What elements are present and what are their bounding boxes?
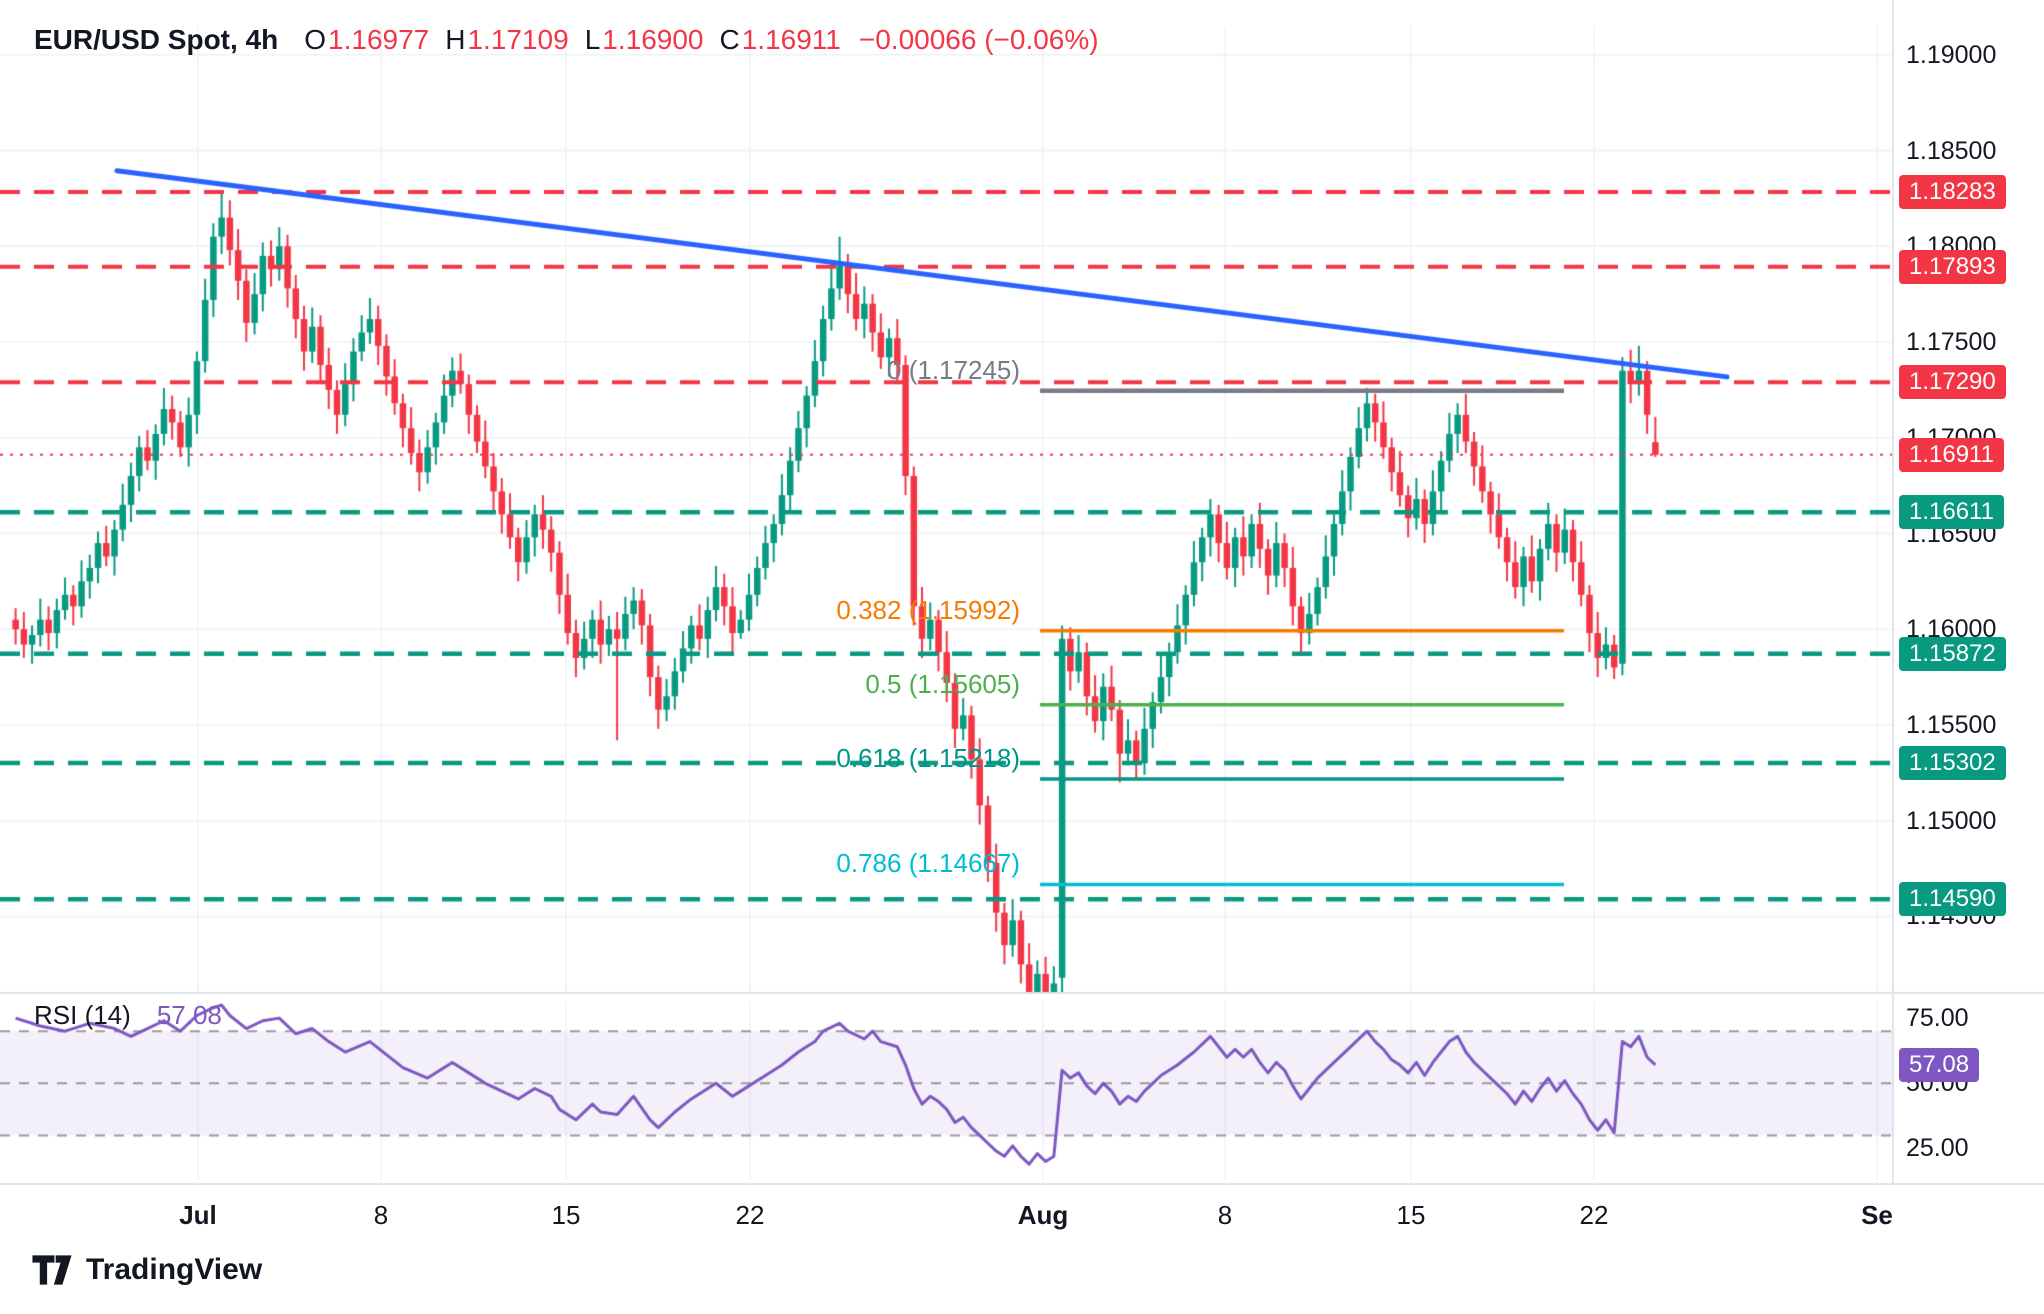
- rsi-value: 57.08: [156, 1000, 222, 1030]
- time-label: Se: [1861, 1200, 1893, 1230]
- time-label: 8: [373, 1200, 389, 1230]
- ohlc-h-label: H: [445, 24, 466, 55]
- rsi-title: RSI (14): [34, 1000, 131, 1030]
- ohlc-o-value: 1.16977: [328, 24, 430, 55]
- price-scale-axis[interactable]: 1.190001.185001.180001.175001.170001.165…: [1894, 0, 2044, 1184]
- time-label: 22: [1579, 1200, 1609, 1230]
- rsi-value-label: 57.08: [1899, 1047, 1980, 1082]
- rsi-legend[interactable]: RSI (14) 57.08: [34, 1000, 222, 1031]
- time-label: 22: [735, 1200, 765, 1230]
- tradingview-watermark[interactable]: TradingView: [30, 1250, 262, 1290]
- time-label: 15: [551, 1200, 581, 1230]
- price-level-label: 1.18283: [1899, 175, 2006, 210]
- symbol-title: EUR/USD Spot, 4h: [34, 24, 279, 55]
- rsi-tick: 75.00: [1906, 1004, 1969, 1033]
- price-level-label: 1.17893: [1899, 249, 2006, 284]
- price-level-label: 1.14590: [1899, 882, 2006, 917]
- price-tick: 1.19000: [1906, 40, 1997, 69]
- price-tick: 1.15000: [1906, 806, 1997, 835]
- ohlc-l-label: L: [584, 24, 601, 55]
- time-label: Jul: [179, 1200, 217, 1230]
- time-label: 8: [1217, 1200, 1233, 1230]
- current-price-label: 1.16911: [1899, 437, 2004, 472]
- rsi-tick: 25.00: [1906, 1134, 1969, 1163]
- ohlc-c-label: C: [719, 24, 740, 55]
- price-tick: 1.15500: [1906, 710, 1997, 739]
- time-label: Aug: [1017, 1200, 1069, 1230]
- price-change: −0.00066 (−0.06%): [858, 24, 1099, 55]
- tradingview-logo-icon: [32, 1255, 72, 1285]
- price-level-label: 1.17290: [1899, 365, 2006, 400]
- price-tick: 1.18500: [1906, 136, 1997, 165]
- tradingview-logo-text: TradingView: [86, 1253, 263, 1286]
- ohlc-values: O1.16977 H1.17109 L1.16900 C1.16911: [288, 24, 841, 56]
- price-level-label: 1.15302: [1899, 745, 2006, 780]
- time-label: 15: [1396, 1200, 1426, 1230]
- price-tick: 1.17500: [1906, 328, 1997, 357]
- price-level-label: 1.16611: [1899, 495, 2004, 530]
- price-level-label: 1.15872: [1899, 636, 2006, 671]
- ohlc-o-label: O: [304, 24, 327, 55]
- ohlc-c-value: 1.16911: [741, 24, 841, 55]
- ohlc-h-value: 1.17109: [467, 24, 569, 55]
- symbol-legend[interactable]: EUR/USD Spot, 4h O1.16977 H1.17109 L1.1690…: [34, 24, 1099, 56]
- ohlc-l-value: 1.16900: [602, 24, 704, 55]
- time-scale-axis[interactable]: Jul 8 15 22 Aug 8 15 22 Se: [0, 1184, 1894, 1256]
